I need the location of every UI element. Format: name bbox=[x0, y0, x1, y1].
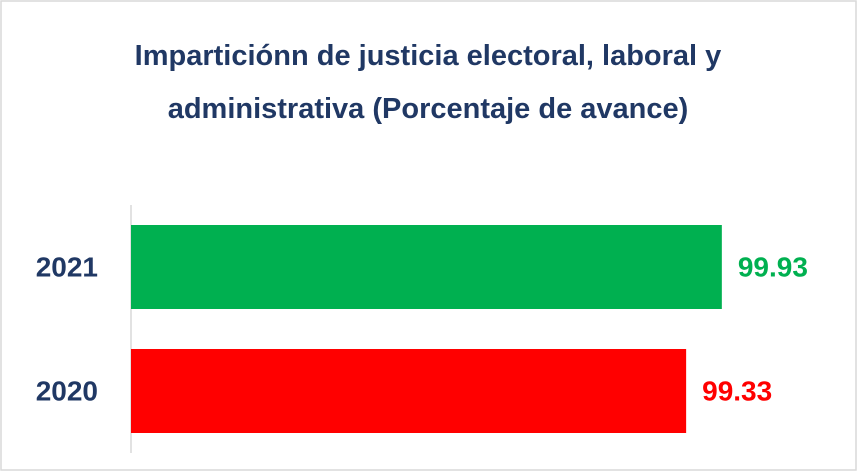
bar bbox=[131, 349, 687, 433]
chart-title: Imparticiónn de justicia electoral, labo… bbox=[134, 40, 722, 125]
value-label: 99.33 bbox=[702, 375, 772, 406]
value-label: 99.93 bbox=[738, 251, 808, 282]
y-tick-label: 2021 bbox=[36, 251, 98, 282]
y-tick-label: 2020 bbox=[36, 375, 98, 406]
bar bbox=[131, 225, 722, 309]
